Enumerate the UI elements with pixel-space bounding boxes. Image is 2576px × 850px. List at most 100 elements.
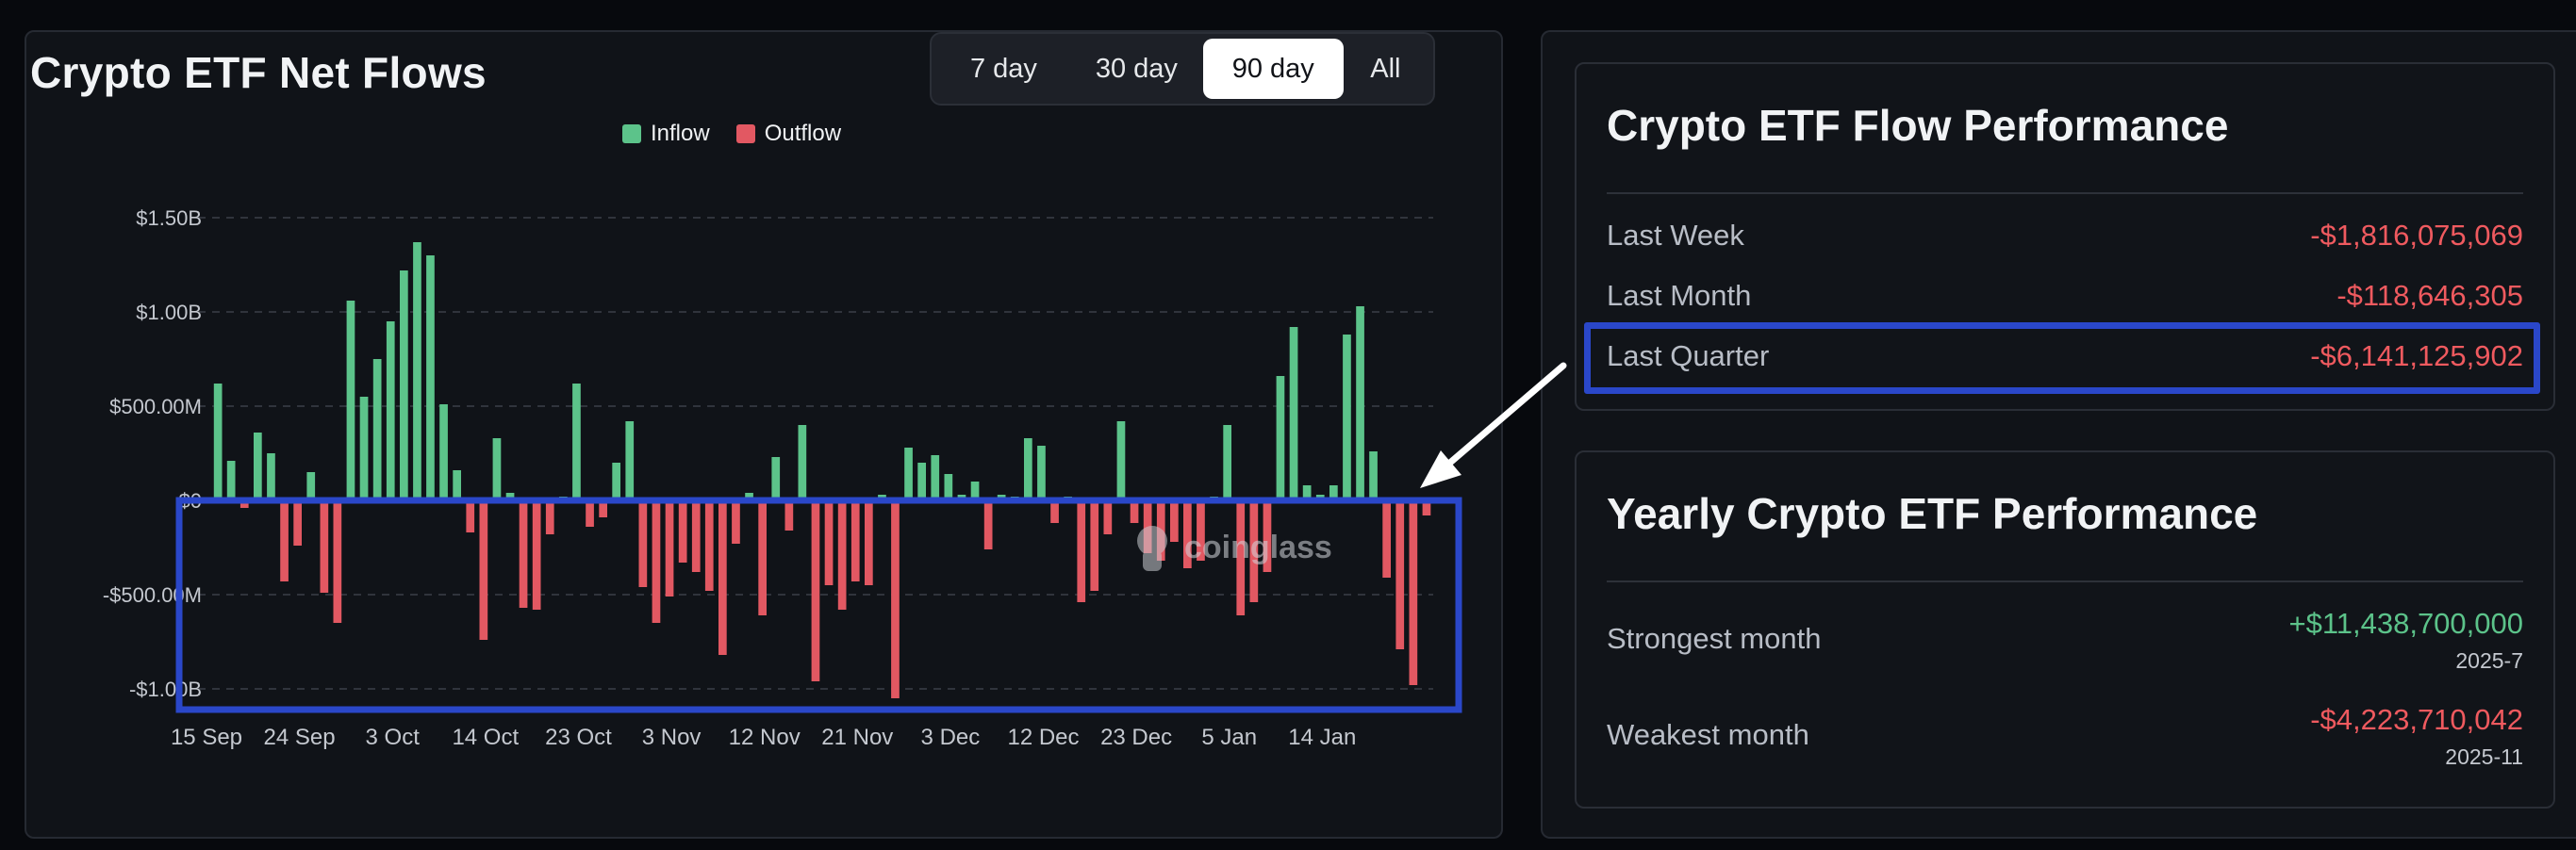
weakest-month-period: 2025-11 [2445,744,2523,769]
outflow-bar[interactable] [718,500,727,655]
coinglass-logo-icon [1137,526,1167,556]
inflow-bar[interactable] [359,397,369,500]
outflow-bar[interactable] [280,500,289,581]
outflow-bar[interactable] [837,500,847,610]
outflow-bar[interactable] [1183,500,1192,568]
inflow-bar[interactable] [386,321,395,500]
outflow-bar[interactable] [1409,500,1418,685]
inflow-bar[interactable] [213,384,223,500]
outflow-bar[interactable] [691,500,701,572]
inflow-bar[interactable] [970,482,980,500]
legend-inflow[interactable]: Inflow [622,121,710,147]
outflow-bar[interactable] [1130,500,1139,523]
outflow-bar[interactable] [239,500,249,508]
outflow-bar[interactable] [732,500,740,544]
outflow-bar[interactable] [704,500,714,591]
outflow-bar[interactable] [784,500,794,531]
inflow-bar[interactable] [306,472,316,500]
inflow-bar[interactable] [1223,425,1231,500]
inflow-bar[interactable] [917,463,926,500]
outflow-bar[interactable] [1395,500,1405,649]
outflow-bar[interactable] [1103,500,1113,534]
inflow-bar[interactable] [572,384,581,500]
inflow-bar[interactable] [1116,421,1126,500]
outflow-bar[interactable] [1197,500,1205,561]
outflow-bar[interactable] [320,500,329,593]
outflow-bar[interactable] [891,500,900,698]
range-all-button[interactable]: All [1370,53,1401,84]
x-tick-label: 14 Jan [1288,725,1356,750]
inflow-bar[interactable] [372,359,382,500]
outflow-bar[interactable] [652,500,661,623]
outflow-bar[interactable] [333,500,342,623]
inflow-bar[interactable] [745,493,753,500]
x-axis-labels: 15 Sep 24 Sep 3 Oct 14 Oct 23 Oct 3 Nov 12 Nov… [171,725,1356,750]
outflow-bar[interactable] [586,500,594,527]
inflow-bar[interactable] [1343,335,1351,500]
inflow-bar[interactable] [226,461,236,500]
inflow-bar[interactable] [1369,451,1378,500]
inflow-bar[interactable] [1302,485,1312,500]
outflow-bar[interactable] [850,500,860,581]
outflow-bar[interactable] [519,500,528,608]
inflow-bar[interactable] [254,433,262,500]
strongest-month-value: +$11,438,700,000 [2288,607,2523,640]
outflow-bar[interactable] [1077,500,1086,602]
inflow-bar[interactable] [1024,438,1032,500]
outflow-bar[interactable] [466,500,475,532]
outflow-bar[interactable] [293,500,302,546]
inflow-bar[interactable] [771,457,781,500]
inflow-bar[interactable] [346,301,355,500]
x-tick-label: 24 Sep [264,725,336,750]
range-7-day-button[interactable]: 7 day [969,53,1037,84]
inflow-bar[interactable] [1329,485,1338,500]
inflow-bar[interactable] [944,474,953,500]
legend-outflow[interactable]: Outflow [735,121,841,147]
outflow-bar[interactable] [824,500,834,585]
outflow-bar[interactable] [545,500,554,534]
outflow-bar[interactable] [811,500,820,681]
x-tick-label: 12 Nov [729,725,801,750]
inflow-bar[interactable] [1356,306,1364,500]
outflow-bar[interactable] [532,500,541,610]
inflow-bar[interactable] [1289,327,1298,500]
inflow-bar[interactable] [904,448,913,500]
inflow-bar[interactable] [492,438,502,500]
inflow-bar[interactable] [1276,376,1285,500]
range-30-day-button[interactable]: 30 day [1095,53,1178,84]
chart-legend: Inflow Outflow [622,121,841,147]
outflow-bar[interactable] [1249,500,1259,602]
inflow-bar[interactable] [505,493,515,500]
x-tick-label: 12 Dec [1007,725,1079,750]
inflow-bar[interactable] [931,455,940,500]
inflow-bar[interactable] [413,242,421,500]
inflow-bar[interactable] [426,255,435,500]
inflow-bar[interactable] [625,421,635,500]
inflow-bar[interactable] [400,270,408,500]
outflow-bar[interactable] [758,500,767,615]
inflow-bar[interactable] [798,425,807,500]
outflow-bar[interactable] [665,500,674,597]
inflow-bar[interactable] [1037,446,1046,500]
inflow-bar[interactable] [439,404,448,500]
outflow-bar[interactable] [1050,500,1059,523]
y-tick-label: -$500.00M [103,583,202,607]
outflow-highlight-box [175,497,1462,713]
outflow-bar[interactable] [865,500,873,585]
outflow-bar[interactable] [638,500,648,587]
outflow-bar[interactable] [1170,500,1179,542]
outflow-bar[interactable] [1422,500,1431,515]
outflow-bar[interactable] [599,500,607,517]
outflow-bar[interactable] [1263,500,1272,572]
outflow-bar[interactable] [1090,500,1099,591]
outflow-bar[interactable] [1382,500,1391,578]
outflow-bar[interactable] [479,500,488,640]
outflow-bar[interactable] [1236,500,1246,615]
outflow-bar[interactable] [678,500,687,563]
inflow-bar[interactable] [453,470,461,500]
range-90-day-button[interactable]: 90 day [1202,39,1344,99]
outflow-bar[interactable] [983,500,993,549]
yearly-performance-card: Yearly Crypto ETF Performance Strongest … [1575,450,2555,809]
inflow-bar[interactable] [612,463,620,500]
inflow-bar[interactable] [267,453,275,500]
